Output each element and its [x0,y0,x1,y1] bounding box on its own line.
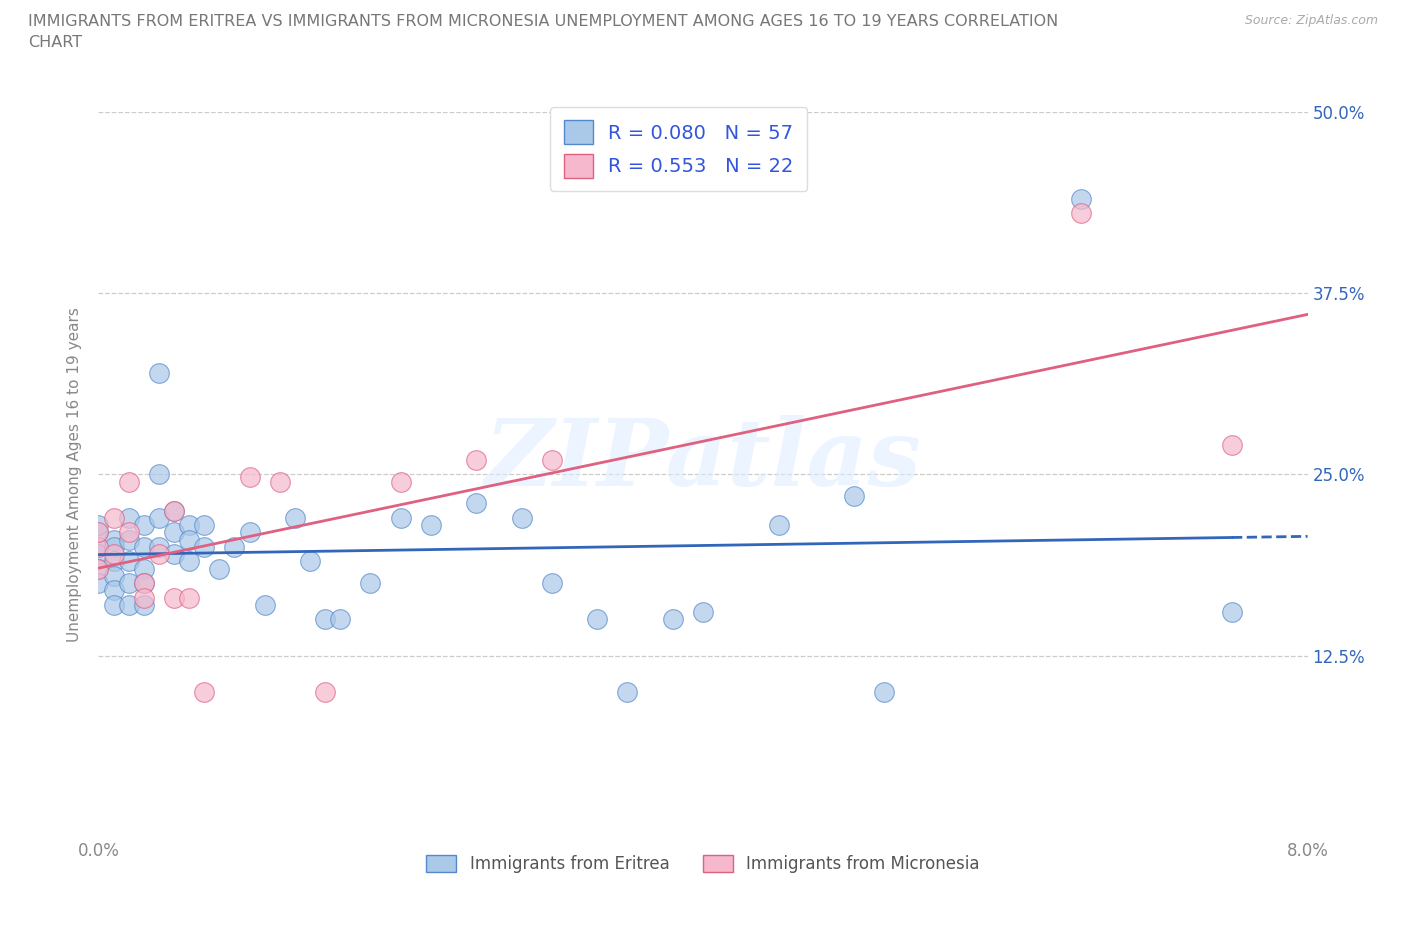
Point [87,525,110,539]
Point [1070,206,1092,220]
Point [103,597,125,612]
Point [132,576,155,591]
Point [239,470,262,485]
Point [132,518,155,533]
Point [103,554,125,569]
Point [148,539,170,554]
Text: CHART: CHART [28,35,82,50]
Point [103,547,125,562]
Point [87,525,110,539]
Point [540,452,562,467]
Point [132,591,155,605]
Point [103,583,125,598]
Point [844,488,866,503]
Point [329,612,352,627]
Point [360,576,382,591]
Point [163,591,186,605]
Point [163,503,186,518]
Point [148,547,170,562]
Point [87,547,110,562]
Point [179,532,201,547]
Point [224,539,246,554]
Y-axis label: Unemployment Among Ages 16 to 19 years: Unemployment Among Ages 16 to 19 years [67,307,83,642]
Point [193,539,215,554]
Point [269,474,291,489]
Point [118,576,141,591]
Point [314,684,336,699]
Point [465,452,488,467]
Point [389,511,412,525]
Point [118,511,141,525]
Point [118,597,141,612]
Point [420,518,443,533]
Point [510,511,533,525]
Point [1220,438,1243,453]
Point [118,525,141,539]
Point [103,511,125,525]
Point [148,511,170,525]
Point [179,518,201,533]
Point [540,576,562,591]
Point [132,597,155,612]
Legend: Immigrants from Eritrea, Immigrants from Micronesia: Immigrants from Eritrea, Immigrants from… [420,848,986,880]
Point [692,604,714,619]
Point [284,511,307,525]
Point [87,539,110,554]
Point [179,591,201,605]
Point [873,684,896,699]
Point [87,518,110,533]
Point [132,561,155,576]
Point [87,576,110,591]
Point [193,518,215,533]
Text: Source: ZipAtlas.com: Source: ZipAtlas.com [1244,14,1378,27]
Point [163,547,186,562]
Point [179,554,201,569]
Point [103,539,125,554]
Point [299,554,322,569]
Point [132,576,155,591]
Point [87,561,110,576]
Point [661,612,683,627]
Point [314,612,336,627]
Point [239,525,262,539]
Point [163,503,186,518]
Point [193,684,215,699]
Point [1220,604,1243,619]
Point [132,539,155,554]
Point [163,525,186,539]
Point [87,539,110,554]
Point [148,467,170,482]
Point [586,612,609,627]
Point [103,568,125,583]
Point [118,474,141,489]
Text: IMMIGRANTS FROM ERITREA VS IMMIGRANTS FROM MICRONESIA UNEMPLOYMENT AMONG AGES 16: IMMIGRANTS FROM ERITREA VS IMMIGRANTS FR… [28,14,1059,29]
Point [616,684,638,699]
Point [1070,192,1092,206]
Point [148,365,170,380]
Point [253,597,276,612]
Point [389,474,412,489]
Point [465,496,488,511]
Point [87,561,110,576]
Point [118,532,141,547]
Point [103,532,125,547]
Text: ZIPatlas: ZIPatlas [485,415,921,505]
Point [208,561,231,576]
Point [118,554,141,569]
Point [768,518,790,533]
